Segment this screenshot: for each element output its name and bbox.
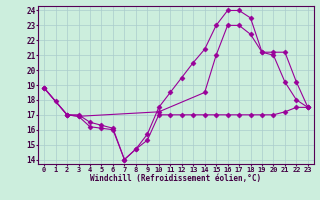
X-axis label: Windchill (Refroidissement éolien,°C): Windchill (Refroidissement éolien,°C) [91,174,261,183]
